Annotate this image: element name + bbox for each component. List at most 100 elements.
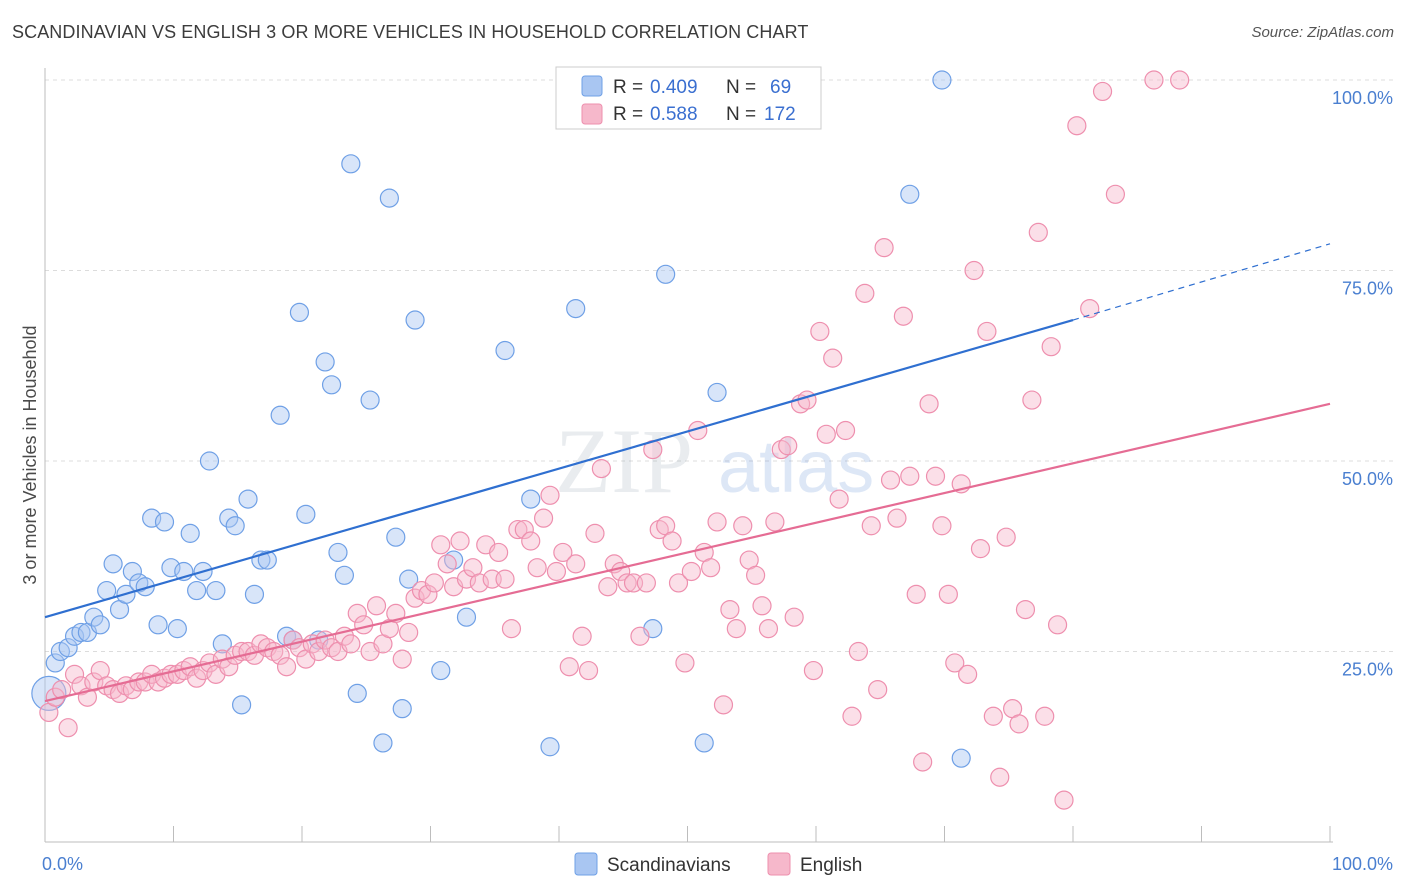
english-point-129 xyxy=(868,679,888,700)
english-point-7 xyxy=(84,672,104,692)
y-axis-title: 3 or more Vehicles in Household xyxy=(20,325,40,584)
english-point-105 xyxy=(713,695,734,715)
english-point-57 xyxy=(405,588,425,608)
english-point-145 xyxy=(970,539,991,559)
english-point-122 xyxy=(823,348,843,368)
english-point-71 xyxy=(495,569,515,589)
english-point-82 xyxy=(566,554,586,574)
scandinavians-point-27 xyxy=(212,634,232,654)
english-point-37 xyxy=(276,657,297,677)
english-point-90 xyxy=(617,573,637,593)
scandinavians-point-53 xyxy=(405,310,425,330)
scandinavians-point-34 xyxy=(257,550,277,570)
english-point-3 xyxy=(58,718,78,738)
english-point-155 xyxy=(1035,706,1055,726)
english-point-160 xyxy=(1080,299,1100,319)
scandinavians-point-13 xyxy=(122,561,142,582)
english-point-130 xyxy=(874,238,894,258)
english-point-62 xyxy=(437,554,457,574)
scandinavians-point-43 xyxy=(328,542,348,563)
english-point-42 xyxy=(309,641,329,662)
y-tick-label-3: 100.0% xyxy=(1332,88,1393,108)
english-trend-line xyxy=(44,402,1331,703)
english-point-92 xyxy=(630,626,650,646)
legend-swatch-scandinavians xyxy=(581,75,603,97)
english-point-131 xyxy=(880,470,901,490)
english-point-140 xyxy=(938,584,958,604)
english-point-74 xyxy=(514,519,534,540)
english-point-152 xyxy=(1015,599,1036,620)
english-point-106 xyxy=(720,599,740,620)
english-point-99 xyxy=(675,653,695,673)
english-point-147 xyxy=(983,706,1003,726)
scandinavians-point-26 xyxy=(206,580,226,601)
english-point-86 xyxy=(591,459,612,479)
english-point-61 xyxy=(431,535,451,555)
scandinavians-point-28 xyxy=(219,508,239,528)
scandinavians-point-5 xyxy=(71,622,91,643)
english-point-116 xyxy=(784,607,804,627)
english-point-132 xyxy=(887,508,907,528)
legend-n-label-2: N = xyxy=(726,104,756,125)
english-point-60 xyxy=(424,573,444,593)
scandinavians-point-39 xyxy=(296,504,316,524)
english-point-77 xyxy=(533,508,554,528)
source-label: Source: ZipAtlas.com xyxy=(1251,24,1394,41)
english-points xyxy=(39,70,1190,810)
english-point-2 xyxy=(52,679,72,700)
english-point-72 xyxy=(501,619,522,639)
scandinavians-point-52 xyxy=(399,569,419,589)
english-point-149 xyxy=(996,527,1016,547)
english-point-118 xyxy=(797,390,817,410)
bottom-legend-english: English xyxy=(800,855,862,876)
english-point-104 xyxy=(707,512,727,532)
scandinavians-points xyxy=(31,70,971,768)
y-tick-label-1: 50.0% xyxy=(1342,469,1393,489)
scandinavians-point-60 xyxy=(566,299,586,319)
english-point-134 xyxy=(900,466,920,486)
scandinavians-point-56 xyxy=(456,607,477,627)
legend-n-value-1: 69 xyxy=(770,77,791,98)
scandinavians-trend-line xyxy=(44,318,1074,619)
english-point-128 xyxy=(861,516,881,536)
english-point-67 xyxy=(469,573,489,593)
english-point-115 xyxy=(778,436,798,456)
english-point-98 xyxy=(668,573,689,593)
english-point-73 xyxy=(508,519,528,540)
scandinavians-point-57 xyxy=(495,340,515,361)
scandinavians-point-31 xyxy=(238,489,258,509)
english-point-120 xyxy=(810,321,830,342)
scandinavians-point-51 xyxy=(392,699,412,719)
scandinavians-point-46 xyxy=(347,683,367,704)
scandinavians-point-29 xyxy=(225,516,245,536)
english-point-138 xyxy=(925,466,946,486)
english-point-157 xyxy=(1047,615,1068,635)
scandinavians-point-25 xyxy=(199,451,220,471)
legend-top: R = 0.409 N = 69 R = 0.588 N = 172 xyxy=(555,66,822,130)
english-point-48 xyxy=(347,603,367,624)
legend-bottom: Scandinavians English xyxy=(574,852,862,876)
english-point-103 xyxy=(701,558,721,578)
scandinavians-point-47 xyxy=(360,390,380,410)
scandinavians-point-45 xyxy=(341,154,361,174)
scandinavians-point-54 xyxy=(431,660,451,681)
scandinavians-point-65 xyxy=(707,382,727,403)
scandinavians-point-23 xyxy=(187,580,207,601)
scandinavians-point-35 xyxy=(270,405,290,425)
english-point-64 xyxy=(450,531,470,551)
english-point-113 xyxy=(765,512,785,532)
english-point-112 xyxy=(758,619,779,639)
english-point-164 xyxy=(1170,70,1190,90)
english-point-65 xyxy=(456,569,477,589)
scandinavians-point-16 xyxy=(142,508,162,528)
english-point-87 xyxy=(598,577,618,597)
english-point-84 xyxy=(578,660,599,681)
x-tick-label-max: 100.0% xyxy=(1332,854,1393,874)
english-point-100 xyxy=(681,561,701,582)
english-point-158 xyxy=(1054,790,1074,810)
bottom-legend-scandinavians: Scandinavians xyxy=(607,855,731,876)
trend-lines xyxy=(44,243,1331,703)
english-point-133 xyxy=(893,306,913,326)
legend-r-label-2: R = xyxy=(613,104,643,125)
scandinavians-point-7 xyxy=(84,607,104,627)
